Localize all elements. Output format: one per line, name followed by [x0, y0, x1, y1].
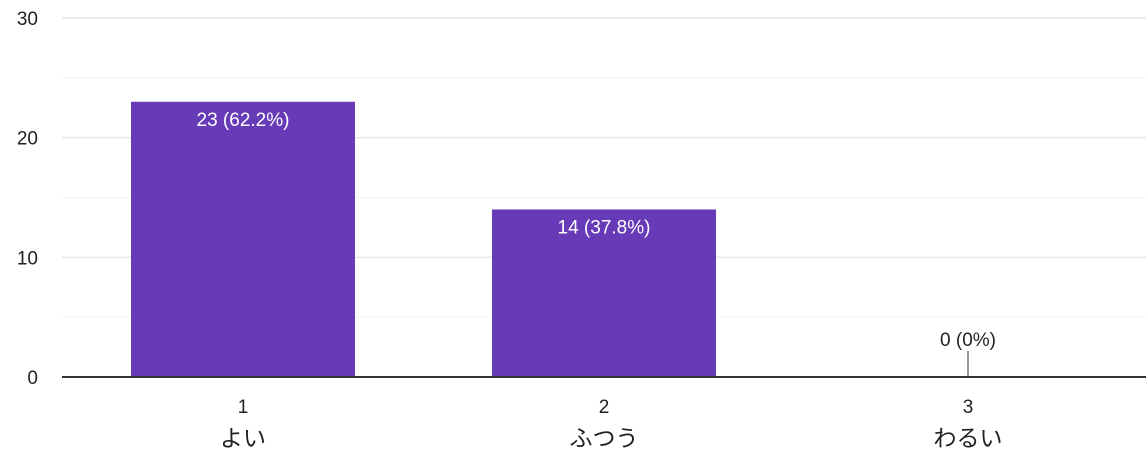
data-label: 14 (37.8%)	[558, 217, 651, 238]
data-labels: 23 (62.2%) 14 (37.8%) 0 (0%)	[197, 110, 996, 351]
category-label: ふつう	[570, 426, 639, 452]
y-tick-label: 30	[17, 9, 38, 30]
x-tick-label: 1	[238, 397, 249, 418]
x-axis: 1 よい 2 ふつう 3 わるい	[220, 397, 1003, 452]
y-axis: 0 10 20 30	[17, 9, 38, 389]
x-tick-label: 2	[599, 397, 610, 418]
y-tick-label: 10	[17, 248, 38, 269]
data-label: 23 (62.2%)	[197, 110, 290, 131]
category-label: わるい	[934, 426, 1003, 452]
data-label: 0 (0%)	[940, 330, 996, 351]
bar	[492, 209, 716, 377]
bar	[131, 101, 355, 378]
y-tick-label: 20	[17, 129, 38, 150]
category-label: よい	[220, 426, 266, 452]
bars	[131, 101, 969, 378]
y-tick-label: 0	[27, 368, 38, 389]
x-tick-label: 3	[963, 397, 974, 418]
